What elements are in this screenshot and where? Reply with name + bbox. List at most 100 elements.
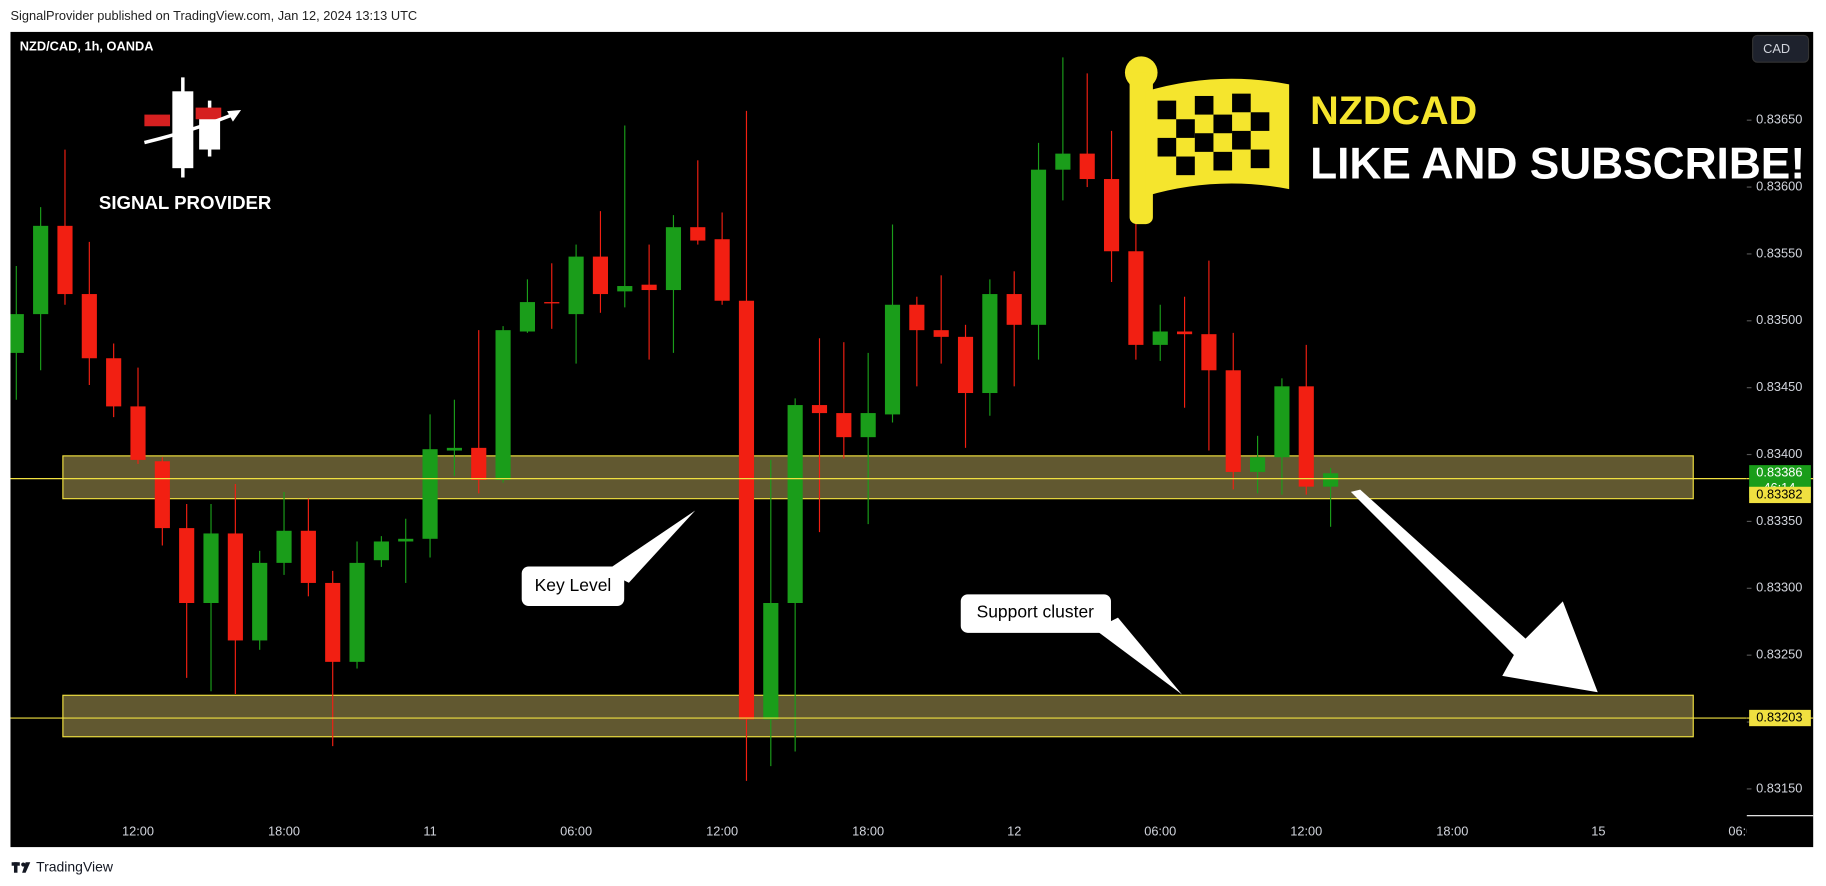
- y-tick-label: 0.83400: [1756, 446, 1802, 461]
- candle-body: [154, 461, 170, 529]
- candle-body: [519, 302, 535, 332]
- candle-body: [300, 530, 316, 583]
- banner-subtitle: LIKE AND SUBSCRIBE!: [1310, 140, 1805, 189]
- candle-body: [860, 413, 876, 438]
- zone: [62, 694, 1694, 738]
- x-tick-label: 06:00: [1728, 823, 1760, 838]
- candle-body: [641, 284, 657, 291]
- plot: [10, 57, 1747, 781]
- candle-body: [884, 304, 901, 415]
- candle-body: [1055, 153, 1071, 170]
- candle-body: [836, 413, 852, 438]
- x-tick-label: 12:00: [122, 823, 154, 838]
- candle-body: [446, 447, 462, 451]
- candle-body: [544, 302, 560, 304]
- currency-button[interactable]: [1752, 34, 1810, 63]
- y-tick-label: 0.83600: [1756, 178, 1802, 193]
- candle-body: [714, 239, 730, 301]
- candle-body: [130, 406, 146, 460]
- x-tick-label: 18:00: [852, 823, 884, 838]
- x-tick-label: 18:00: [268, 823, 300, 838]
- candle-body: [1152, 331, 1168, 345]
- candle-body: [1030, 169, 1047, 325]
- candle-body: [763, 603, 779, 720]
- candle-body: [252, 562, 268, 641]
- x-tick-label: 12:00: [706, 823, 738, 838]
- annotation: Support cluster: [977, 602, 1095, 622]
- y-tick-label: 0.83350: [1756, 513, 1802, 528]
- y-tick-label: 0.83500: [1756, 312, 1802, 327]
- candle-body: [471, 447, 487, 480]
- symbol: NZD/CAD, 1h, OANDA: [20, 38, 154, 53]
- x-tick-label: 15: [1591, 823, 1605, 838]
- candle-body: [592, 256, 609, 295]
- candle-body: [617, 286, 633, 292]
- callout-key-level: [521, 510, 696, 607]
- y-tick-label: 0.83550: [1756, 245, 1802, 260]
- x-tick-label: 18:00: [1436, 823, 1468, 838]
- x-tick-label: 12: [1007, 823, 1021, 838]
- x-tick-label: 12:00: [1290, 823, 1322, 838]
- candle-body: [325, 582, 341, 662]
- candle-body: [568, 256, 584, 315]
- candle-body: [1225, 370, 1241, 472]
- candle-body: [1103, 179, 1120, 252]
- candle-body: [1128, 251, 1144, 345]
- callout-support: [960, 594, 1183, 695]
- level-label-box: [1749, 486, 1811, 504]
- y-tick-label: 0.83650: [1756, 112, 1802, 127]
- y-tick-label: 0.83250: [1756, 647, 1802, 662]
- banner-title: NZDCAD: [1310, 89, 1477, 133]
- candle-body: [909, 304, 925, 331]
- zone: [62, 455, 1694, 500]
- candle-body: [349, 562, 365, 662]
- level-label-box: [1749, 709, 1811, 727]
- logo-text: SIGNAL PROVIDER: [99, 192, 272, 213]
- candle-body: [933, 330, 949, 337]
- candle-body: [57, 225, 73, 295]
- x-tick-label: 06:00: [1144, 823, 1176, 838]
- level-label: 0.83382: [1756, 486, 1802, 501]
- candle-body: [203, 533, 219, 604]
- y-tick-label: 0.83450: [1756, 379, 1802, 394]
- last-price: 0.83386: [1756, 465, 1802, 480]
- candle-body: [1177, 331, 1193, 335]
- candle-body: [787, 405, 803, 604]
- footer: TradingView: [36, 859, 114, 875]
- candle-body: [10, 314, 24, 353]
- logo: [143, 77, 242, 178]
- x-tick-label: 11: [423, 823, 436, 838]
- flag-icon: [1124, 56, 1290, 225]
- candle-body: [422, 449, 438, 539]
- y-tick-label: 0.83150: [1756, 780, 1802, 795]
- candle-body: [982, 294, 998, 394]
- candle-body: [373, 541, 389, 561]
- candle-body: [1201, 334, 1217, 371]
- candle-body: [1250, 457, 1266, 472]
- candle-body: [33, 225, 49, 315]
- candle-body: [1079, 153, 1095, 180]
- candle-body: [495, 330, 511, 480]
- candle-body: [398, 538, 414, 542]
- candle-body: [276, 530, 292, 563]
- candle-body: [81, 294, 97, 359]
- candle-body: [179, 528, 195, 604]
- candle-body: [738, 300, 755, 720]
- tv-logo: [11, 862, 31, 873]
- candle-body: [690, 227, 706, 241]
- forecast-arrow: [1350, 489, 1598, 693]
- candle-body: [957, 336, 974, 394]
- currency[interactable]: CAD: [1763, 41, 1790, 56]
- level-label: 0.83203: [1756, 709, 1802, 724]
- header: SignalProvider published on TradingView.…: [10, 8, 417, 23]
- candle-body: [811, 405, 828, 414]
- candle-body: [1298, 386, 1314, 487]
- y-tick-label: 0.83300: [1756, 580, 1802, 595]
- candle-body: [1323, 473, 1339, 487]
- candle-body: [227, 533, 243, 641]
- candle-body: [1006, 294, 1022, 325]
- x-tick-label: 06:00: [560, 823, 592, 838]
- candle-body: [106, 358, 122, 407]
